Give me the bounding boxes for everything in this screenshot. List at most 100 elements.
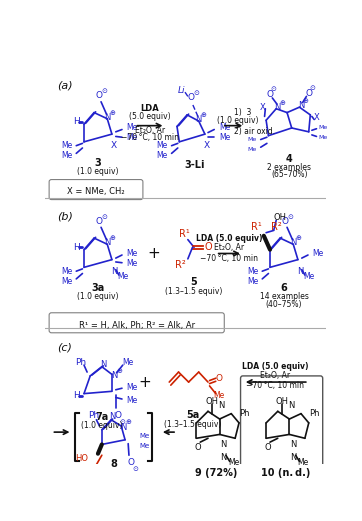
Text: Me: Me: [247, 267, 258, 276]
Text: R¹: R¹: [180, 229, 190, 239]
Text: Me: Me: [312, 249, 323, 258]
Text: Me: Me: [139, 433, 149, 439]
Text: N: N: [298, 101, 304, 110]
Text: (1.0 equiv): (1.0 equiv): [218, 116, 259, 125]
Text: O: O: [96, 217, 103, 226]
Text: R²: R²: [175, 260, 185, 270]
Text: ⊙: ⊙: [287, 214, 293, 219]
Text: (1.0 equiv): (1.0 equiv): [81, 420, 123, 430]
Text: 4: 4: [286, 154, 293, 164]
Text: +: +: [138, 375, 151, 390]
Text: Me: Me: [126, 383, 137, 392]
Text: Me: Me: [319, 126, 328, 130]
Text: X: X: [260, 103, 265, 111]
Text: N: N: [290, 440, 296, 449]
Text: 10 (n. d.): 10 (n. d.): [261, 468, 310, 478]
Text: O: O: [204, 242, 212, 252]
Text: ⊙: ⊙: [101, 214, 107, 219]
Text: Me: Me: [298, 458, 309, 467]
Text: O: O: [195, 443, 201, 452]
Text: Me: Me: [61, 151, 72, 160]
Text: O: O: [215, 374, 222, 383]
Text: Me: Me: [303, 272, 314, 281]
Text: 14 examples: 14 examples: [260, 292, 308, 301]
Text: Ph: Ph: [75, 357, 87, 367]
Text: H: H: [73, 243, 80, 252]
Text: (b): (b): [57, 212, 73, 221]
Text: ⊕: ⊕: [295, 235, 301, 241]
Text: ⊙: ⊙: [193, 90, 199, 95]
Text: Me: Me: [126, 249, 137, 258]
Text: (40–75%): (40–75%): [266, 300, 302, 309]
Text: N: N: [274, 103, 281, 111]
Text: R¹: R¹: [251, 221, 261, 231]
Text: Me: Me: [248, 147, 257, 152]
Text: +: +: [147, 246, 160, 261]
Text: X: X: [111, 141, 117, 150]
Text: Me: Me: [219, 123, 230, 132]
Text: R¹ = H, Alk, Ph; R² = Alk, Ar: R¹ = H, Alk, Ph; R² = Alk, Ar: [79, 321, 195, 330]
Text: Me: Me: [139, 443, 149, 449]
Text: (5.0 equiv): (5.0 equiv): [129, 112, 171, 121]
Text: ⊙: ⊙: [309, 85, 315, 91]
Text: LDA (5.0 equiv): LDA (5.0 equiv): [196, 233, 262, 243]
Text: O: O: [128, 458, 135, 467]
Text: O: O: [188, 93, 194, 102]
Text: ⊕: ⊕: [201, 112, 206, 118]
Text: (1.0 equiv): (1.0 equiv): [77, 167, 119, 176]
Text: Ph: Ph: [89, 412, 100, 420]
Text: Me: Me: [156, 141, 168, 150]
Text: N: N: [104, 238, 110, 247]
Text: ⊕: ⊕: [125, 419, 131, 425]
Text: Ph: Ph: [239, 409, 249, 418]
Text: N: N: [220, 453, 227, 462]
Text: OH: OH: [205, 397, 218, 406]
Text: HO: HO: [75, 454, 88, 463]
Text: LDA: LDA: [140, 104, 159, 113]
Text: 2 examples: 2 examples: [268, 163, 311, 172]
Text: Me: Me: [126, 259, 137, 268]
Text: H: H: [73, 117, 80, 126]
Text: Me: Me: [319, 135, 328, 141]
Text: Ph: Ph: [309, 409, 319, 418]
Text: N: N: [288, 401, 294, 410]
Text: Me: Me: [126, 123, 137, 132]
Text: (65–70%): (65–70%): [271, 170, 308, 179]
Text: ⊙: ⊙: [101, 88, 107, 94]
Text: N: N: [111, 371, 117, 380]
Text: O: O: [115, 412, 122, 420]
Text: ⊕: ⊕: [303, 98, 308, 104]
Text: Me: Me: [61, 277, 72, 286]
Text: N: N: [109, 412, 116, 421]
Text: ⊙: ⊙: [119, 419, 125, 425]
FancyBboxPatch shape: [49, 180, 143, 200]
Text: −70 °C, 10 min: −70 °C, 10 min: [121, 133, 179, 142]
Text: (c): (c): [57, 342, 72, 352]
Text: N: N: [290, 238, 296, 247]
Text: 3: 3: [94, 158, 101, 168]
Text: Me: Me: [219, 133, 230, 142]
Text: Et₂O, Ar: Et₂O, Ar: [214, 243, 244, 252]
Text: Me: Me: [248, 137, 257, 142]
Text: N: N: [218, 401, 224, 410]
Text: Me: Me: [117, 272, 129, 281]
FancyBboxPatch shape: [49, 313, 224, 333]
Text: 7a: 7a: [95, 412, 109, 421]
Text: Li: Li: [178, 86, 185, 95]
Text: O: O: [266, 90, 274, 100]
Text: Me: Me: [156, 151, 168, 160]
Text: Me: Me: [61, 141, 72, 150]
Text: (1.3–1.5 equiv): (1.3–1.5 equiv): [164, 420, 221, 429]
Text: Me: Me: [213, 391, 224, 401]
Text: 8: 8: [110, 460, 117, 469]
Text: ⊕: ⊕: [279, 100, 285, 106]
Text: 1)  3: 1) 3: [234, 108, 252, 117]
Text: N: N: [290, 453, 296, 462]
Text: −70 °C, 10 min: −70 °C, 10 min: [247, 381, 304, 390]
Text: ⊙: ⊙: [132, 466, 138, 472]
Text: 6: 6: [281, 283, 287, 293]
Text: OH: OH: [274, 213, 287, 222]
Text: ⊕: ⊕: [117, 367, 123, 374]
Text: 5a: 5a: [186, 410, 199, 420]
Text: N: N: [111, 267, 117, 276]
